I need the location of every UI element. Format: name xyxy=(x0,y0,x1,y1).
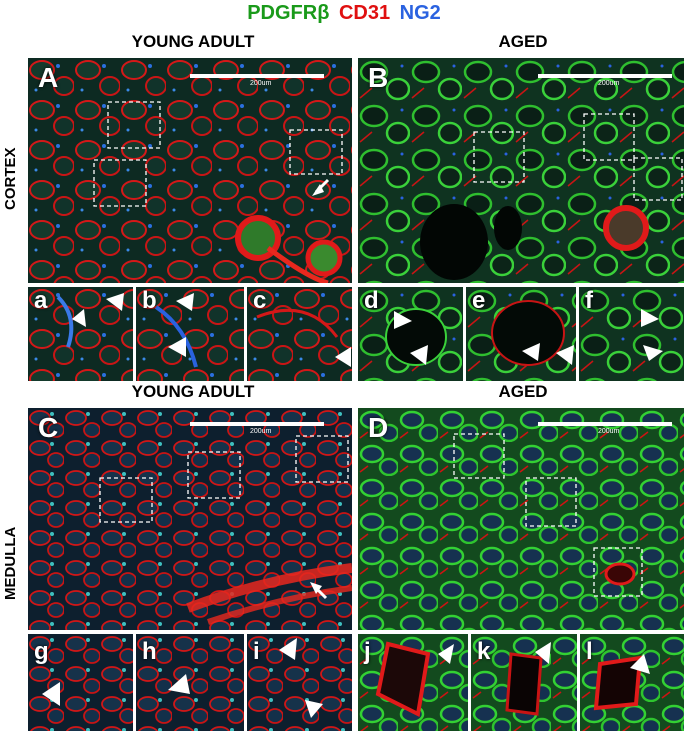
subpanel-a: a xyxy=(28,287,133,381)
stain-legend: PDGFRβ CD31 NG2 xyxy=(0,0,688,26)
row-label-medulla: MEDULLA xyxy=(2,526,19,600)
subpanel-c: c xyxy=(247,287,352,381)
panel-label-a: A xyxy=(38,62,59,93)
panel-label-b: B xyxy=(368,62,389,93)
subpanel-k: k xyxy=(471,634,577,731)
subpanel-b: b xyxy=(136,287,244,381)
subpanel-label-h: h xyxy=(142,638,157,665)
subpanel-j: j xyxy=(358,634,468,731)
scale-text: 200um xyxy=(250,428,272,435)
legend-ng2: NG2 xyxy=(399,2,441,24)
subpanel-label-e: e xyxy=(472,287,486,314)
panel-b-aged-cortex: 200um B xyxy=(358,58,684,283)
scale-text: 200um xyxy=(598,428,620,435)
subpanel-label-g: g xyxy=(34,638,49,665)
subpanel-label-f: f xyxy=(585,287,593,314)
subpanel-label-a: a xyxy=(34,287,48,314)
subpanel-label-j: j xyxy=(364,638,371,665)
panel-label-c: C xyxy=(38,412,59,443)
panel-a-young-cortex: 200um A xyxy=(28,58,352,283)
title-aged-medulla: AGED xyxy=(498,382,548,401)
title-aged-cortex: AGED xyxy=(498,32,548,51)
row-label-cortex: CORTEX xyxy=(2,147,19,210)
subpanel-f: f xyxy=(579,287,684,381)
panel-d-aged-medulla: 200um D xyxy=(358,408,684,630)
scale-text: 200um xyxy=(598,80,620,87)
scale-bar xyxy=(538,422,672,426)
panel-label-d: D xyxy=(368,412,389,443)
subpanel-label-b: b xyxy=(142,287,157,314)
scale-bar xyxy=(538,74,672,78)
title-young-medulla: YOUNG ADULT xyxy=(131,382,255,401)
subpanel-label-l: l xyxy=(586,638,593,665)
subpanel-e: e xyxy=(466,287,576,381)
subpanel-d: d xyxy=(358,287,463,381)
subpanel-l: l xyxy=(580,634,684,731)
subpanel-i: i xyxy=(247,634,352,731)
title-young-cortex: YOUNG ADULT xyxy=(131,32,255,51)
scale-text: 200um xyxy=(250,80,272,87)
subpanel-label-i: i xyxy=(253,638,260,665)
panel-c-young-medulla: 200um C xyxy=(28,408,352,630)
subpanel-g: g xyxy=(28,634,133,731)
scale-bar xyxy=(190,422,324,426)
legend-pdgfrb: PDGFRβ xyxy=(247,2,330,24)
subpanel-h: h xyxy=(136,634,244,731)
scale-bar xyxy=(190,74,324,78)
subpanel-label-d: d xyxy=(364,287,379,314)
legend-cd31: CD31 xyxy=(338,2,391,24)
subpanel-label-k: k xyxy=(477,638,491,665)
subpanel-label-c: c xyxy=(253,287,267,314)
